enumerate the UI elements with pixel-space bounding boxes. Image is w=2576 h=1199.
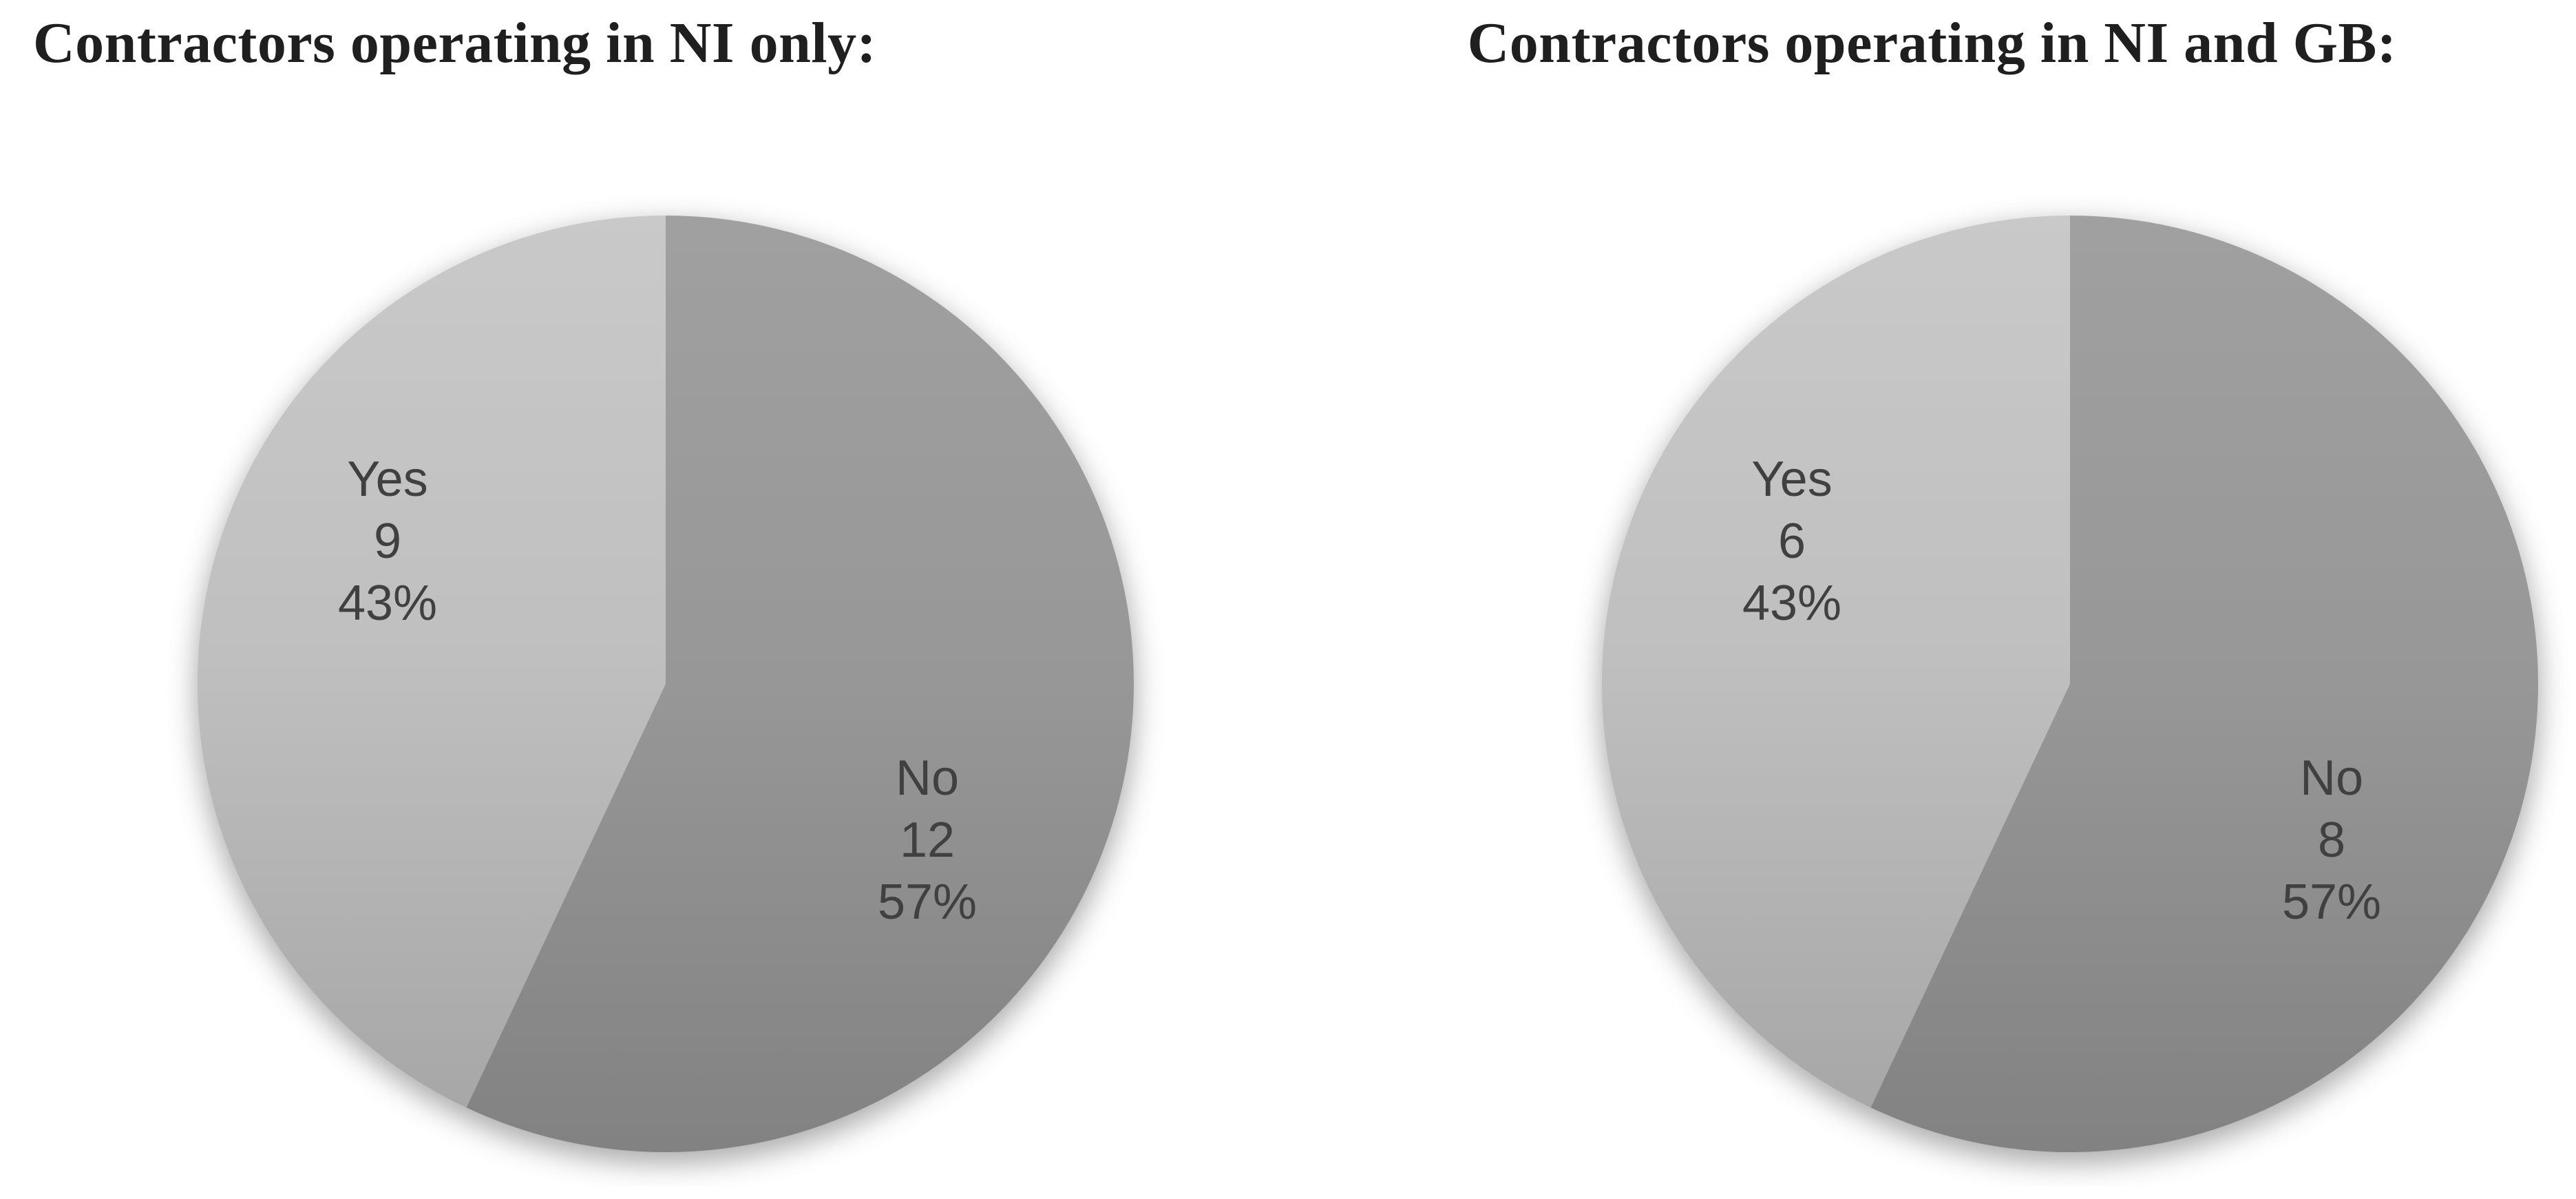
- slice-label-category: Yes: [1751, 452, 1832, 507]
- slice-label-category: No: [2300, 751, 2363, 806]
- slice-label-category: No: [896, 751, 959, 806]
- slice-label-percent: 57%: [2282, 875, 2381, 930]
- slice-label-percent: 43%: [338, 576, 437, 631]
- pie-slice-yes: [197, 216, 666, 1108]
- slice-label-percent: 43%: [1742, 576, 1841, 631]
- pie-chart-ni-and-gb: Contractors operating in NI and GB: Yes …: [1288, 0, 2576, 1199]
- chart-title-ni-and-gb: Contractors operating in NI and GB:: [1467, 11, 2397, 75]
- slice-label-no: No 8 57%: [2282, 751, 2381, 930]
- pie-slice-no: [1870, 216, 2538, 1153]
- slice-label-no: No 12 57%: [878, 751, 977, 930]
- pie-svg-ni-and-gb: Yes 6 43% No 8 57%: [1600, 216, 2540, 1164]
- slice-label-value: 6: [1778, 514, 1806, 569]
- slice-label-yes: Yes 6 43%: [1742, 452, 1841, 631]
- slice-label-value: 8: [2318, 813, 2345, 868]
- slice-label-category: Yes: [347, 452, 427, 507]
- chart-title-ni-only: Contractors operating in NI only:: [33, 11, 877, 75]
- slice-label-value: 9: [374, 514, 401, 569]
- slice-label-yes: Yes 9 43%: [338, 452, 437, 631]
- pie-slice-no: [466, 216, 1134, 1153]
- pie-slice-yes: [1601, 216, 2070, 1108]
- slice-label-percent: 57%: [878, 875, 977, 930]
- pie-svg-ni-only: Yes 9 43% No 12 57%: [196, 216, 1136, 1164]
- pie-chart-ni-only: Contractors operating in NI only: Yes 9 …: [33, 11, 1136, 1164]
- slice-label-value: 12: [900, 813, 955, 868]
